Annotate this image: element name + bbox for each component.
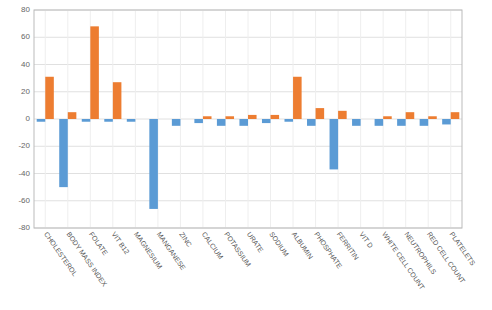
x-tick-label: SODIUM xyxy=(268,231,290,258)
bar xyxy=(239,119,248,126)
chart: -80 -60 -40 -20 0 20 40 60 80 CHOLESTEROLBODY MAS… xyxy=(0,0,492,310)
bar xyxy=(127,119,136,122)
y-tick-label: -60 xyxy=(18,196,30,205)
bar xyxy=(352,119,361,126)
bar xyxy=(316,108,325,119)
x-tick-label: VIT D xyxy=(358,231,374,250)
y-tick-label: -20 xyxy=(18,141,30,150)
bar xyxy=(225,116,234,119)
bar xyxy=(330,119,339,169)
bar xyxy=(217,119,226,126)
bar xyxy=(406,112,415,119)
bar xyxy=(375,119,384,126)
y-tick-label: 40 xyxy=(21,60,30,69)
bar xyxy=(271,115,280,119)
x-axis: CHOLESTEROLBODY MASS INDEXFOLATEVIT B12M… xyxy=(43,231,477,292)
bar xyxy=(135,119,144,120)
bar xyxy=(284,119,293,122)
y-tick-label: -80 xyxy=(18,223,30,232)
bar xyxy=(180,119,189,120)
bar xyxy=(194,119,203,123)
bar xyxy=(293,77,302,119)
x-tick-label: FERRITIN xyxy=(336,231,360,261)
x-tick-label: ZINC xyxy=(178,231,193,248)
bar xyxy=(45,77,54,119)
y-tick-label: 20 xyxy=(21,87,30,96)
y-tick-label: 0 xyxy=(26,114,31,123)
bar xyxy=(338,111,347,119)
bar xyxy=(68,112,77,119)
bar xyxy=(149,119,158,209)
bar xyxy=(397,119,406,126)
x-tick-label: ALBUMIN xyxy=(291,231,315,261)
grid xyxy=(34,10,462,228)
bar xyxy=(37,119,46,122)
bar xyxy=(451,112,460,119)
bar xyxy=(428,116,437,119)
bar xyxy=(113,82,122,119)
bar xyxy=(248,115,257,119)
bar xyxy=(59,119,68,187)
y-tick-label: 60 xyxy=(21,32,30,41)
x-tick-label: FOLATE xyxy=(88,231,109,257)
x-tick-label: PLATELETS xyxy=(448,231,476,267)
bar xyxy=(307,119,316,126)
y-tick-label: 80 xyxy=(21,5,30,14)
x-tick-label: CALCIUM xyxy=(201,231,225,261)
bar xyxy=(82,119,91,122)
plot-frame xyxy=(34,10,462,228)
bar xyxy=(262,119,271,123)
bar xyxy=(361,119,370,120)
bar xyxy=(104,119,113,122)
x-tick-label: WHITE CELL COUNT xyxy=(381,231,426,292)
y-tick-label: -40 xyxy=(18,169,30,178)
bar xyxy=(203,116,212,119)
bars xyxy=(37,26,460,209)
x-tick-label: URATE xyxy=(246,231,265,254)
bar xyxy=(90,26,99,119)
y-axis: -80 -60 -40 -20 0 20 40 60 80 xyxy=(18,5,30,232)
bar xyxy=(383,116,392,119)
x-tick-label: BODY MASS INDEX xyxy=(65,231,108,288)
bar xyxy=(172,119,181,126)
bar xyxy=(442,119,451,124)
bar xyxy=(158,119,167,120)
bar xyxy=(420,119,429,126)
x-tick-label: VIT B12 xyxy=(111,231,131,256)
